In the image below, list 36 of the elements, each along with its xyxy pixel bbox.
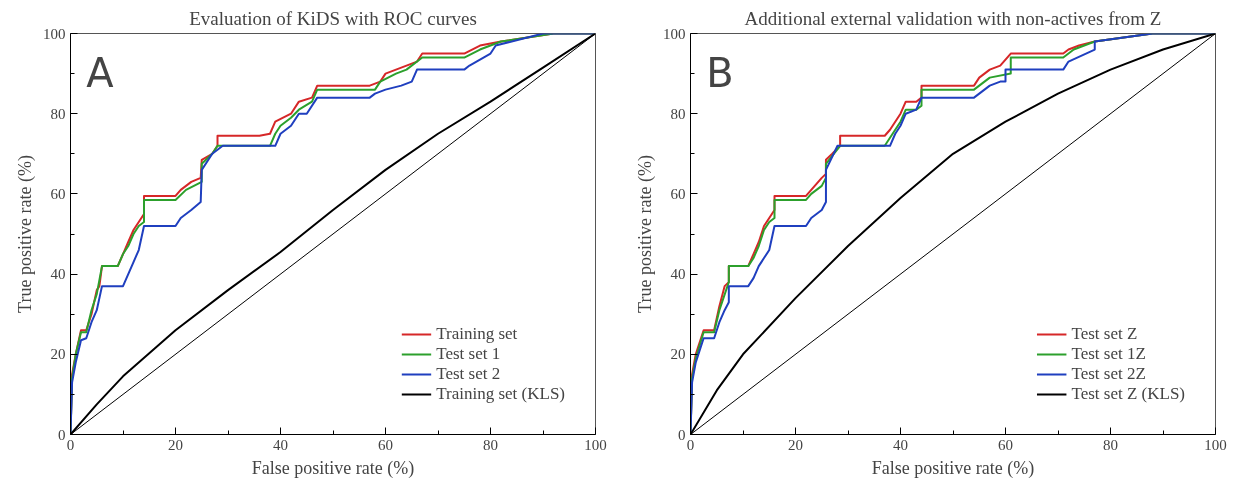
y-axis-title: True positive rate (%): [15, 155, 36, 313]
legend-label: Test set 1Z: [1071, 344, 1146, 364]
x-tick-label: 20: [788, 436, 803, 453]
x-tick-label: 80: [1103, 436, 1118, 453]
x-axis-title: False positive rate (%): [871, 457, 1035, 479]
legend-label: Test set Z: [1071, 324, 1138, 344]
x-axis-title: False positive rate (%): [251, 457, 415, 479]
x-tick-label: 40: [273, 436, 288, 453]
annotation: A: [86, 49, 115, 96]
y-tick-label: 100: [663, 25, 686, 42]
legend-label: Training set (KLS): [436, 384, 565, 404]
y-axis-title: True positive rate (%): [635, 155, 656, 313]
y-tick-label: 80: [670, 105, 686, 122]
y-tick-label: 60: [50, 185, 66, 202]
annotation: B: [706, 49, 734, 96]
legend-label: Test set 1: [436, 344, 501, 364]
x-tick-label: 80: [483, 436, 498, 453]
x-tick-label: 40: [893, 436, 908, 453]
y-tick-label: 40: [670, 266, 686, 283]
y-tick-label: 40: [50, 266, 66, 283]
legend-label: Test set 2Z: [1071, 364, 1146, 384]
y-tick-label: 20: [50, 346, 66, 363]
chart-title: Evaluation of KiDS with ROC curves: [189, 7, 477, 29]
x-tick-label: 60: [378, 436, 393, 453]
chart-title: Additional external validation with non-actives from Z: [744, 7, 1162, 29]
x-tick-label: 20: [168, 436, 183, 453]
legend-label: Training set: [436, 324, 518, 344]
x-tick-label: 60: [998, 436, 1013, 453]
y-tick-label: 20: [670, 346, 686, 363]
y-tick-label: 60: [670, 185, 686, 202]
legend-label: Test set 2: [436, 364, 501, 384]
y-tick-label: 80: [50, 105, 66, 122]
y-tick-label: 100: [43, 25, 66, 42]
x-tick-label: 100: [584, 436, 607, 453]
legend-label: Test set Z (KLS): [1071, 384, 1185, 404]
x-tick-label: 100: [1204, 436, 1227, 453]
